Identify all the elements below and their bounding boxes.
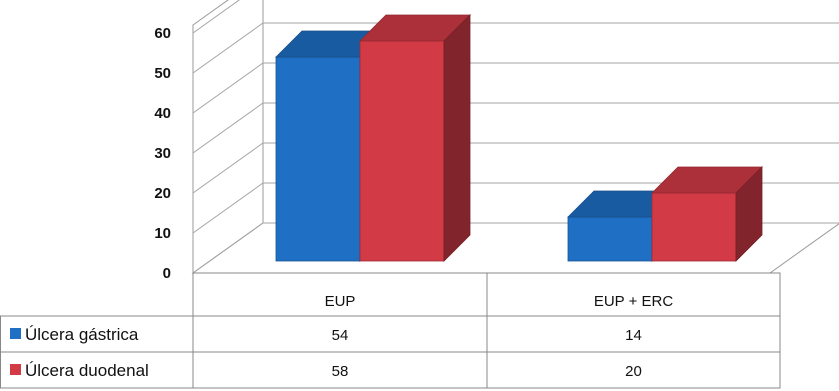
- gridline: [192, 22, 839, 74]
- x-tick-label: EUP + ERC: [594, 293, 674, 310]
- bar: [359, 14, 471, 262]
- data-table: EUP EUP + ERC Úlcera gástrica 54 14 Úlcera du…: [0, 272, 781, 389]
- legend-label: Úlcera gástrica: [25, 325, 139, 344]
- data-label: 58: [332, 363, 349, 380]
- gridline: [192, 0, 241, 34]
- legend-key: [10, 328, 21, 339]
- bar-side: [735, 166, 763, 262]
- y-tick-label: 50: [154, 65, 171, 82]
- bar-front: [275, 56, 361, 262]
- y-axis-ticks: 0 10 20 30 40 50 60: [154, 25, 171, 282]
- table-row: [0, 315, 781, 353]
- bar: [651, 166, 763, 262]
- gridline: [192, 102, 839, 154]
- table-row: [0, 351, 781, 389]
- y-tick-label: 60: [154, 25, 171, 42]
- bar-side: [443, 14, 471, 262]
- gridline: [192, 182, 839, 234]
- bar-front: [359, 40, 445, 262]
- x-tick-label: EUP: [325, 293, 356, 310]
- y-tick-label: 40: [154, 105, 171, 122]
- y-tick-label: 0: [163, 265, 171, 282]
- y-tick-label: 10: [154, 225, 171, 242]
- data-label: 20: [625, 363, 642, 380]
- data-label: 54: [332, 327, 349, 344]
- data-label: 14: [625, 327, 642, 344]
- gridline: [192, 62, 839, 114]
- gridlines: [192, 0, 839, 274]
- bar-front: [651, 192, 737, 262]
- bar-front: [567, 216, 653, 262]
- y-tick-label: 20: [154, 185, 171, 202]
- legend-key: [10, 364, 21, 375]
- y-tick-label: 30: [154, 145, 171, 162]
- bars: [275, 14, 763, 262]
- gridline: [192, 142, 839, 194]
- legend-label: Úlcera duodenal: [25, 361, 149, 380]
